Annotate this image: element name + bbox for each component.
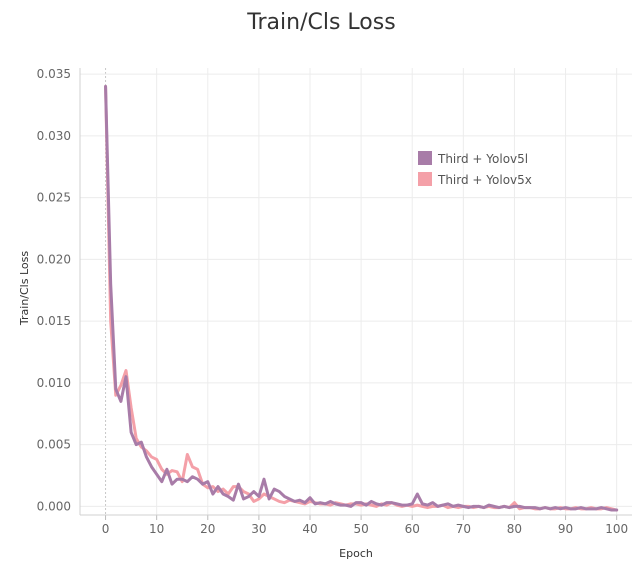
y-tick-label: 0.025: [37, 191, 71, 205]
y-tick-label: 0.030: [37, 129, 71, 143]
legend-swatch-third-yolov5x: [418, 172, 432, 186]
x-tick-label: 70: [456, 522, 471, 536]
x-tick-label: 100: [605, 522, 628, 536]
x-tick-label: 90: [558, 522, 573, 536]
legend-label-third-yolov5l: Third + Yolov5l: [437, 152, 528, 166]
series-lines: [104, 85, 619, 512]
y-tick-label: 0.005: [37, 438, 71, 452]
y-tick-label: 0.020: [37, 252, 71, 266]
series-line-0: [104, 85, 619, 512]
x-tick-label: 60: [405, 522, 420, 536]
x-tick-label: 30: [251, 522, 266, 536]
x-axis-title: Epoch: [339, 547, 373, 560]
grid-lines: [80, 68, 632, 515]
y-tick-label: 0.015: [37, 314, 71, 328]
axes: [79, 68, 632, 520]
x-tick-label: 80: [507, 522, 522, 536]
legend-label-third-yolov5x: Third + Yolov5x: [437, 173, 532, 187]
tick-labels: 0 10 20 30 40 50 60 70 80 90 100 0.000 0.005 0.010 0.0…: [37, 67, 628, 536]
y-tick-label: 0.010: [37, 376, 71, 390]
y-tick-label: 0.000: [37, 499, 71, 513]
legend: Third + Yolov5l Third + Yolov5x: [418, 151, 532, 187]
x-tick-label: 40: [302, 522, 317, 536]
y-axis-title: Train/Cls Loss: [18, 251, 31, 326]
chart-title: Train/Cls Loss: [247, 10, 396, 35]
legend-swatch-third-yolov5l: [418, 151, 432, 165]
x-tick-label: 50: [353, 522, 368, 536]
x-tick-label: 0: [102, 522, 110, 536]
x-tick-label: 20: [200, 522, 215, 536]
y-tick-label: 0.035: [37, 67, 71, 81]
x-tick-label: 10: [149, 522, 164, 536]
